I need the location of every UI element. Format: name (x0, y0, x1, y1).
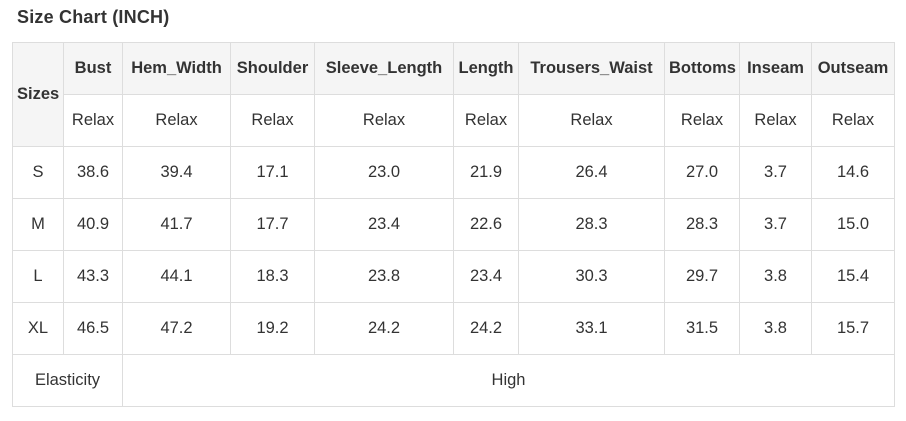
measurement-cell: 15.0 (811, 198, 895, 251)
size-label: XL (12, 302, 64, 355)
fit-header: Relax (230, 94, 315, 147)
column-header: Hem_Width (122, 42, 231, 95)
measurement-cell: 29.7 (664, 250, 740, 303)
measurement-cell: 26.4 (518, 146, 665, 199)
measurement-cell: 17.1 (230, 146, 315, 199)
fit-header: Relax (314, 94, 454, 147)
fit-header: Relax (122, 94, 231, 147)
fit-header: Relax (811, 94, 895, 147)
measurement-cell: 23.0 (314, 146, 454, 199)
measurement-cell: 15.7 (811, 302, 895, 355)
table-row: L 43.3 44.1 18.3 23.8 23.4 30.3 29.7 3.8 15.4 (12, 250, 895, 303)
measurement-cell: 23.4 (314, 198, 454, 251)
measurement-cell: 31.5 (664, 302, 740, 355)
elasticity-row: Elasticity High (12, 354, 895, 407)
column-header: Outseam (811, 42, 895, 95)
measurement-cell: 24.2 (453, 302, 519, 355)
measurement-cell: 15.4 (811, 250, 895, 303)
measurement-cell: 27.0 (664, 146, 740, 199)
measurement-cell: 39.4 (122, 146, 231, 199)
fit-header: Relax (63, 94, 123, 147)
measurement-cell: 3.7 (739, 198, 812, 251)
column-header: Trousers_Waist (518, 42, 665, 95)
size-label: S (12, 146, 64, 199)
fit-header-row: Relax Relax Relax Relax Relax Relax Relax Relax… (13, 94, 895, 147)
measurement-cell: 17.7 (230, 198, 315, 251)
column-header: Length (453, 42, 519, 95)
table-row: S 38.6 39.4 17.1 23.0 21.9 26.4 27.0 3.7 14.6 (12, 146, 895, 199)
measurement-cell: 38.6 (63, 146, 123, 199)
size-chart-table: Sizes Bust Hem_Width Shoulder Sleeve_Length… (12, 42, 895, 407)
measure-header-row: Sizes Bust Hem_Width Shoulder Sleeve_Length… (12, 42, 895, 147)
measurement-cell: 28.3 (664, 198, 740, 251)
measurement-cell: 28.3 (518, 198, 665, 251)
measurement-cell: 19.2 (230, 302, 315, 355)
measurement-cell: 3.7 (739, 146, 812, 199)
measurement-cell: 21.9 (453, 146, 519, 199)
measurement-cell: 3.8 (739, 250, 812, 303)
measurement-cell: 30.3 (518, 250, 665, 303)
measurement-cell: 40.9 (63, 198, 123, 251)
measurement-cell: 22.6 (453, 198, 519, 251)
measurement-cell: 23.8 (314, 250, 454, 303)
elasticity-value: High (122, 354, 895, 407)
column-header: Sleeve_Length (314, 42, 454, 95)
size-label: L (12, 250, 64, 303)
elasticity-label: Elasticity (12, 354, 123, 407)
measurement-cell: 46.5 (63, 302, 123, 355)
column-header: Bottoms (664, 42, 740, 95)
measurement-cell: 3.8 (739, 302, 812, 355)
column-header: Inseam (739, 42, 812, 95)
measurement-cell: 24.2 (314, 302, 454, 355)
measurement-cell: 47.2 (122, 302, 231, 355)
measurement-cell: 18.3 (230, 250, 315, 303)
table-row: XL 46.5 47.2 19.2 24.2 24.2 33.1 31.5 3.8 15.7 (12, 302, 895, 355)
size-rows-body: S 38.6 39.4 17.1 23.0 21.9 26.4 27.0 3.7 14.6 M 40.… (12, 146, 895, 355)
column-header: Shoulder (230, 42, 315, 95)
size-label: M (12, 198, 64, 251)
measurement-cell: 43.3 (63, 250, 123, 303)
measurement-cell: 41.7 (122, 198, 231, 251)
measurement-cell: 23.4 (453, 250, 519, 303)
fit-header: Relax (739, 94, 812, 147)
fit-header: Relax (453, 94, 519, 147)
fit-header: Relax (664, 94, 740, 147)
fit-header: Relax (518, 94, 665, 147)
corner-header-sizes: Sizes (12, 42, 64, 147)
measurement-cell: 14.6 (811, 146, 895, 199)
table-row: M 40.9 41.7 17.7 23.4 22.6 28.3 28.3 3.7 15.0 (12, 198, 895, 251)
measurement-cell: 33.1 (518, 302, 665, 355)
measurement-cell: 44.1 (122, 250, 231, 303)
column-header: Bust (63, 42, 123, 95)
page-title: Size Chart (INCH) (17, 7, 170, 27)
